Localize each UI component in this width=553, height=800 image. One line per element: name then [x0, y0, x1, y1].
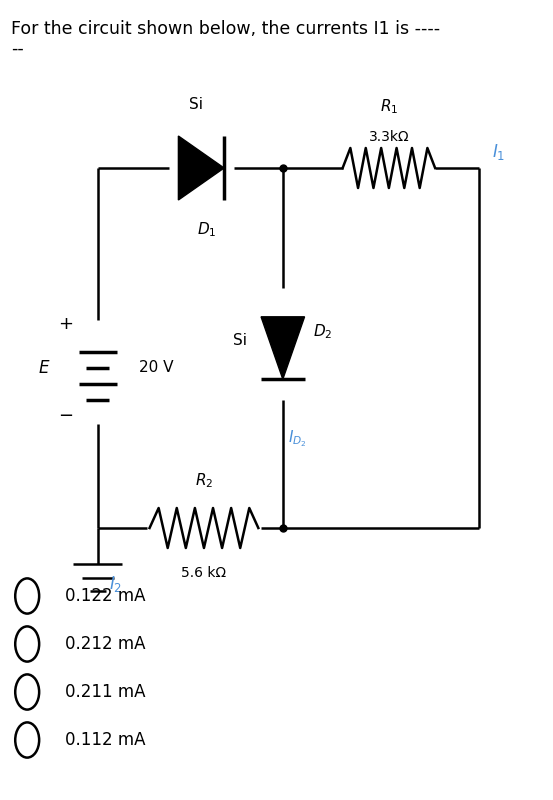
Text: $R_1$: $R_1$	[380, 98, 398, 116]
Text: Si: Si	[189, 97, 203, 112]
Text: --: --	[11, 40, 24, 58]
Text: $I_1$: $I_1$	[492, 142, 505, 162]
Text: 0.112 mA: 0.112 mA	[65, 731, 146, 749]
Text: −: −	[58, 407, 73, 425]
Text: 5.6 kΩ: 5.6 kΩ	[181, 566, 227, 581]
Text: +: +	[58, 315, 73, 333]
Text: $I_2$: $I_2$	[109, 574, 122, 594]
Text: 0.122 mA: 0.122 mA	[65, 587, 146, 605]
Polygon shape	[261, 317, 305, 379]
Text: $R_2$: $R_2$	[195, 471, 213, 490]
Text: Si: Si	[233, 333, 247, 347]
Polygon shape	[179, 136, 224, 200]
Text: 20 V: 20 V	[139, 361, 173, 375]
Text: $D_1$: $D_1$	[197, 220, 216, 238]
Text: 0.212 mA: 0.212 mA	[65, 635, 146, 653]
Text: For the circuit shown below, the currents I1 is ----: For the circuit shown below, the current…	[11, 20, 440, 38]
Text: E: E	[38, 359, 49, 377]
Text: $I_{D_2}$: $I_{D_2}$	[288, 428, 307, 449]
Text: 3.3kΩ: 3.3kΩ	[368, 130, 409, 144]
Text: $D_2$: $D_2$	[313, 322, 332, 342]
Text: 0.211 mA: 0.211 mA	[65, 683, 146, 701]
